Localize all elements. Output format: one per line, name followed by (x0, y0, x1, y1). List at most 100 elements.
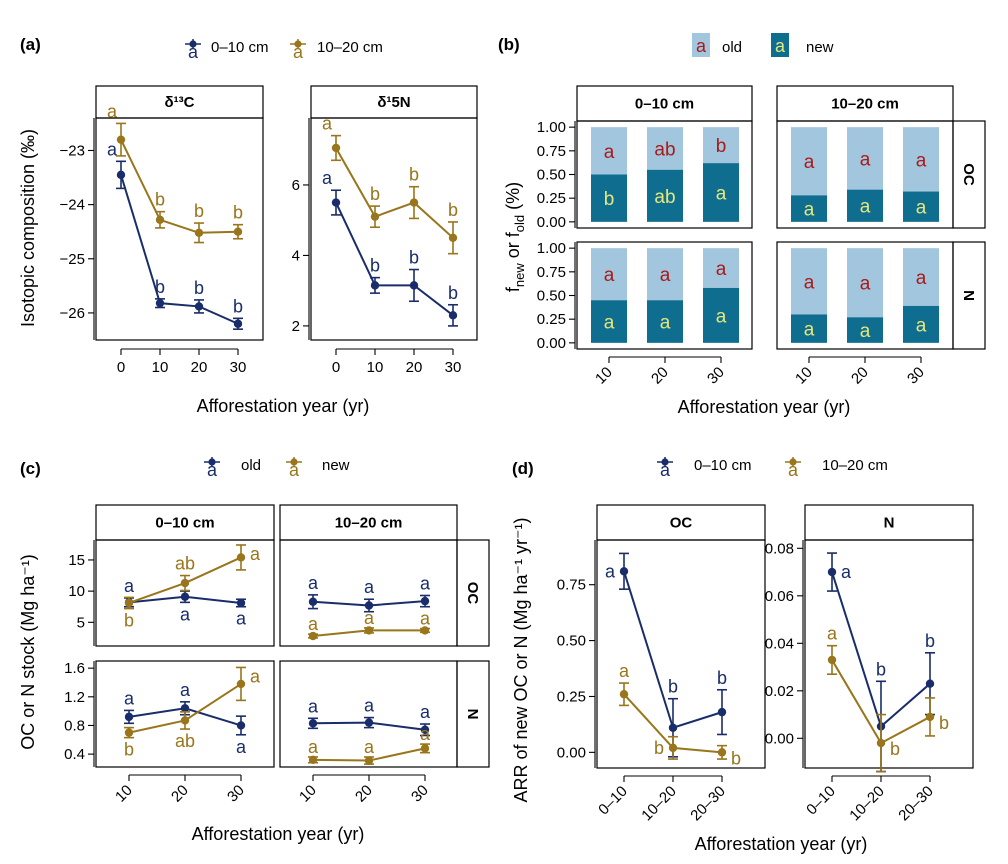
panel-c-y-0-tick-label: 10 (68, 583, 85, 600)
panel-b-2-letter-old: a (604, 265, 615, 286)
legend-c-old-dot (208, 458, 216, 466)
panel-c-2-letter-new: b (124, 740, 134, 760)
panel-a-1-letter: b (370, 184, 380, 204)
panel-c-2-old-point (124, 712, 134, 722)
panel-b-0-letter-new: a (716, 183, 727, 204)
panel-a-0-series-0-line (120, 174, 239, 325)
panel-c-0-old-point (236, 598, 246, 608)
panel-c-y-1-tick-label: 0.8 (64, 717, 85, 734)
panel-d-y-0-tick-label: 0.75 (557, 577, 586, 594)
panel-a-y-0-tick-label: −25 (60, 251, 85, 268)
panel-b-3-bar-old (847, 248, 883, 318)
panel-a-0-letter: a (107, 139, 118, 159)
panel-b-frame-0 (576, 120, 753, 229)
panel-a-y-1-tick-label: 4 (292, 247, 300, 264)
panel-b-1-letter-old: a (916, 150, 927, 171)
panel-c-frame-1 (279, 539, 458, 647)
panel-a-x-0-tick-label: 30 (230, 359, 247, 376)
panel-c-1-old-point (364, 601, 374, 610)
panel-c-col-strip-0-box (95, 504, 275, 541)
panel-b-x-1-tick-label: 30 (904, 364, 928, 388)
panel-c-col-strip-1-label: 10–20 cm (335, 515, 403, 532)
panel-c-1-letter-old: a (364, 577, 375, 597)
panel-a-frame-1 (310, 117, 478, 341)
panel-a-0-letter: b (155, 277, 165, 297)
panel-b-row-strip-0-box (952, 120, 986, 229)
panel-b-y-0-tick-label: 0.75 (537, 143, 566, 160)
panel-c-3-letter-old: a (308, 696, 319, 716)
panel-a-x-0-tick-label: 0 (117, 359, 125, 376)
panel-a-0-series-1-point (155, 215, 165, 224)
panel-b-2-bar-old (647, 248, 683, 301)
legend-d-0-10-label: 0–10 cm (694, 457, 752, 474)
panel-c-1-new-point (308, 631, 318, 641)
legend-a-0-10-glyph: a (188, 42, 199, 62)
panel-d-1-series-0-point (925, 679, 935, 688)
panel-b-y-0-tick-label: 0.00 (537, 214, 566, 231)
panel-b-0-letter-old: ab (654, 139, 675, 160)
panel-a-0-series-1-point (233, 227, 243, 236)
panel-d-x-1-tick-label: 10–20 (846, 783, 888, 825)
panel-b-row-strip-1-box (952, 241, 986, 350)
legend-a-0-10-dot (189, 40, 197, 48)
panel-c-y-1-tick-label: 1.2 (64, 689, 85, 706)
panel-b-3-bar-old (903, 248, 939, 306)
panel-a-1-letter: b (448, 283, 458, 303)
legend-b-new-swatch (771, 33, 789, 57)
panel-c-col-strip-1-box (279, 504, 458, 541)
panel-c-2-new-point (124, 728, 134, 737)
panel-c-0-letter-new: b (124, 611, 134, 631)
panel-d-1-series-1-point (827, 655, 837, 665)
panel-c-2-old-point (236, 721, 246, 730)
panel-a-1-letter: b (448, 200, 458, 220)
panel-d-x-1-tick-label: 20–30 (895, 783, 937, 825)
panel-c-label: (c) (20, 459, 41, 478)
panel-c-1-letter-new: a (420, 609, 431, 629)
panel-b-3-letter-new: a (916, 315, 927, 336)
panel-b-x-1-tick-label: 20 (848, 364, 872, 388)
panel-a-0-series-1-line (120, 139, 239, 234)
panel-a-ylabel: Isotopic composition (‰) (18, 129, 38, 327)
legend-d-10-20-label: 10–20 cm (822, 457, 888, 474)
panel-c-x-0-tick-label: 10 (112, 782, 136, 806)
panel-c-3-letter-new: a (420, 724, 431, 744)
panel-a-y-1-tick-label: 2 (292, 318, 300, 335)
panel-a-1-letter: a (322, 168, 333, 188)
panel-d-x-0-tick-label: 20–30 (687, 783, 729, 825)
panel-a-label: (a) (20, 35, 41, 54)
panel-b-2-letter-old: a (716, 259, 727, 280)
panel-b-frame-1 (776, 120, 954, 229)
panel-b-0-bar-new (647, 169, 683, 222)
panel-c-1-old-point (308, 597, 318, 606)
panel-b-2-bar-new (703, 287, 739, 343)
panel-c-y-1-tick-label: 0.4 (64, 746, 85, 763)
panel-d-xlabel: Afforestation year (yr) (695, 834, 868, 854)
panel-d-x-0-tick-label: 0–10 (595, 783, 631, 819)
panel-b-y-0-tick-label: 0.25 (537, 190, 566, 207)
panel-b-0-bar-old (647, 127, 683, 170)
panel-b-3-letter-old: a (804, 272, 815, 293)
panel-c-1-letter-old: a (420, 573, 431, 593)
panel-a-x-1-tick-label: 10 (367, 359, 384, 376)
panel-b-1-letter-new: a (804, 200, 815, 221)
legend-a-10-20-label: 10–20 cm (317, 39, 383, 56)
panel-d-ylabel: ARR of new OC or N (Mg ha⁻¹ yr⁻¹) (511, 517, 531, 802)
panel-d-0-series-0-point (668, 723, 678, 732)
panel-a-strip-0-box (95, 85, 264, 119)
panel-c-0-letter-new: ab (175, 554, 195, 574)
panel-b-2-bar-new (591, 300, 627, 343)
panel-c-3-old-point (420, 725, 430, 734)
panel-c-1-old-point (420, 596, 430, 606)
panel-b-x-0-tick-label: 20 (648, 364, 672, 388)
panel-a-strip-1-label: δ¹5N (377, 94, 410, 111)
panel-b-2-letter-new: a (660, 313, 671, 334)
panel-b-col-strip-0-label: 0–10 cm (635, 96, 694, 113)
legend-b-old-glyph: a (696, 36, 707, 56)
panel-c-col-strip-0-label: 0–10 cm (155, 515, 214, 532)
panel-b-x-0-tick-label: 10 (592, 364, 616, 388)
panel-b-0-bar-new (591, 174, 627, 222)
panel-d-0-series-0-point (619, 567, 629, 576)
panel-c-2-letter-new: ab (175, 731, 195, 751)
panel-b-1-letter-new: a (860, 197, 871, 218)
panel-b-3-bar-new (903, 305, 939, 343)
